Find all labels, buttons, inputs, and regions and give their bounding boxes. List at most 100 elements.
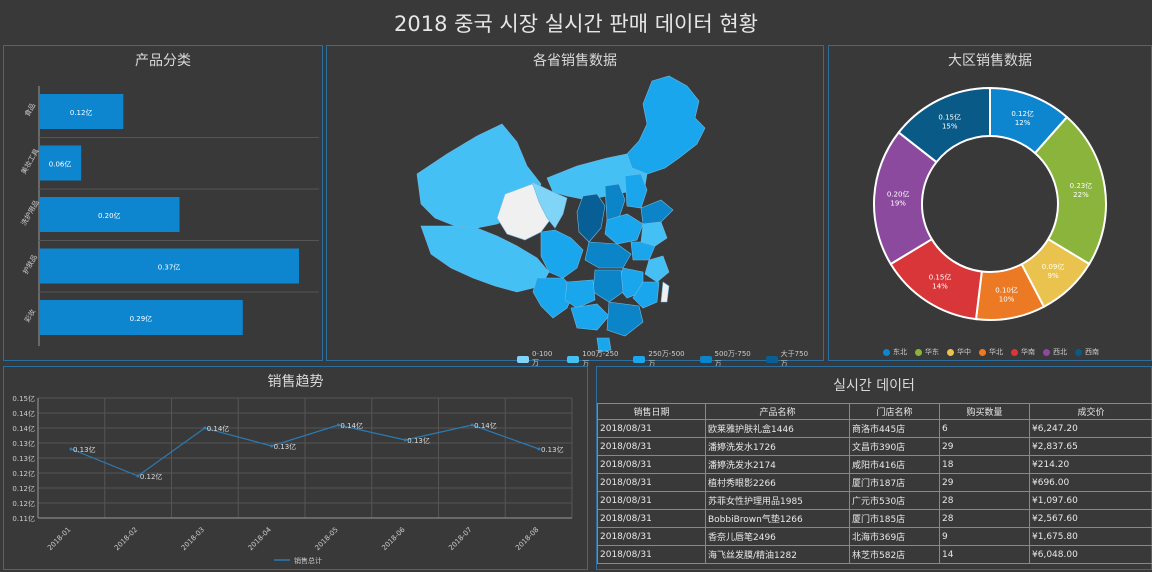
- trend-series-line[interactable]: [70, 424, 540, 477]
- map-region-gansu[interactable]: [531, 181, 568, 229]
- trend-y-tick: 0.14亿: [12, 424, 35, 433]
- donut-slice-percent: 19%: [890, 199, 906, 207]
- trend-x-tick: 2018-01: [46, 526, 72, 552]
- category-bar[interactable]: [39, 197, 180, 232]
- region-legend-dot: [883, 348, 890, 356]
- map-region-hainan[interactable]: [596, 337, 612, 353]
- table-cell: 2018/08/31: [597, 491, 706, 510]
- table-cell: ¥214.20: [1029, 455, 1152, 474]
- trend-point-label: 0.13亿: [274, 442, 297, 451]
- map-legend-label: 大于750万: [780, 350, 809, 368]
- map-region-henan[interactable]: [604, 213, 644, 245]
- map-region-taiwan[interactable]: [660, 281, 670, 303]
- map-region-guangdong[interactable]: [606, 301, 644, 337]
- category-bar-value: 0.12亿: [70, 108, 93, 117]
- region-legend-dot: [947, 348, 954, 356]
- trend-point[interactable]: [203, 426, 207, 430]
- map-legend-swatch: [567, 355, 580, 363]
- category-bar[interactable]: [39, 248, 299, 284]
- region-sales-title: 大区销售数据: [948, 53, 1032, 69]
- region-legend-label: 华南: [1021, 348, 1035, 356]
- map-region-shandong[interactable]: [640, 199, 674, 225]
- map-region-hunan[interactable]: [592, 269, 624, 303]
- col-header-date: 销售日期: [597, 403, 706, 420]
- map-legend-item[interactable]: 100万-250万: [567, 349, 625, 369]
- donut-slice-percent: 22%: [1073, 191, 1089, 199]
- table-row[interactable]: 2018/08/31 海飞丝发膜/精油1282 林芝市582店 14 ¥6,048.00: [597, 545, 1152, 564]
- map-legend-item[interactable]: 250万-500万: [633, 349, 691, 369]
- map-region-shaanxi[interactable]: [576, 193, 606, 243]
- donut-slice-value: 0.12亿: [1011, 109, 1034, 118]
- map-legend-swatch: [633, 355, 646, 363]
- table-cell: 厦门市187店: [849, 473, 940, 492]
- region-legend-item[interactable]: 华南: [1011, 347, 1035, 357]
- table-row[interactable]: 2018/08/31 香奈儿唇笔2496 北海市369店 9 ¥1,675.80: [597, 527, 1152, 546]
- donut-slice-percent: 9%: [1048, 272, 1059, 280]
- donut-slice-percent: 12%: [1015, 119, 1031, 127]
- category-bar[interactable]: [39, 145, 82, 181]
- map-region-shanxi[interactable]: [604, 183, 626, 221]
- map-region-northeast[interactable]: [626, 75, 706, 175]
- table-row[interactable]: 2018/08/31 苏菲女性护理用品1985 广元市530店 28 ¥1,097.60: [597, 491, 1152, 510]
- map-region-hubei[interactable]: [584, 241, 632, 269]
- map-region-yunnan[interactable]: [532, 277, 576, 319]
- table-row[interactable]: 2018/08/31 BobbiBrown气垫1266 厦门市185店 28 ¥2,56…: [597, 509, 1152, 528]
- table-cell: 潘婷洗发水2174: [705, 455, 850, 474]
- region-legend-item[interactable]: 华北: [979, 347, 1003, 357]
- table-cell: 海飞丝发膜/精油1282: [705, 545, 850, 564]
- region-legend: 东北 华东 华中 华北 华南 西北 西南: [883, 347, 1107, 357]
- china-map[interactable]: [327, 46, 825, 362]
- trend-point[interactable]: [403, 438, 407, 442]
- donut-slice-percent: 14%: [932, 282, 948, 290]
- trend-y-tick: 0.12亿: [12, 469, 35, 478]
- sales-trend-title: 销售趋势: [267, 374, 324, 390]
- category-bar[interactable]: [39, 94, 124, 129]
- donut-slice[interactable]: [897, 86, 991, 164]
- map-legend-item[interactable]: 大于750万: [765, 349, 815, 369]
- table-cell: BobbiBrown气垫1266: [705, 509, 850, 528]
- category-bar[interactable]: [39, 300, 243, 335]
- product-category-title: 产品分类: [135, 53, 191, 69]
- map-region-sichuan[interactable]: [540, 229, 584, 279]
- map-region-anhui[interactable]: [630, 241, 656, 261]
- trend-point-label: 0.14亿: [340, 421, 363, 430]
- map-legend-swatch: [517, 355, 529, 363]
- trend-point[interactable]: [470, 423, 474, 427]
- table-cell: 广元市530店: [849, 491, 940, 510]
- table-row[interactable]: 2018/08/31 植村秀眼影2266 厦门市187店 29 ¥696.00: [597, 473, 1152, 492]
- region-legend-item[interactable]: 西南: [1075, 347, 1099, 357]
- table-cell: 植村秀眼影2266: [705, 473, 850, 492]
- trend-point[interactable]: [136, 474, 140, 478]
- table-cell: 北海市369店: [849, 527, 940, 546]
- category-tick-label: 洗护用品: [19, 198, 41, 227]
- table-cell: ¥1,097.60: [1029, 491, 1152, 510]
- table-row[interactable]: 2018/08/31 潘婷洗发水1726 文昌市390店 29 ¥2,837.65: [597, 437, 1152, 456]
- region-legend-item[interactable]: 西北: [1043, 347, 1067, 357]
- trend-point[interactable]: [270, 444, 274, 448]
- trend-point[interactable]: [69, 447, 73, 451]
- region-legend-item[interactable]: 华中: [947, 347, 971, 357]
- map-region-zhejiang[interactable]: [644, 255, 670, 283]
- map-region-guizhou[interactable]: [564, 279, 596, 309]
- trend-point[interactable]: [336, 423, 340, 427]
- table-row[interactable]: 2018/08/31 潘婷洗发水2174 咸阳市416店 18 ¥214.20: [597, 455, 1152, 474]
- map-region-guangxi[interactable]: [570, 303, 610, 331]
- map-legend-item[interactable]: 0-100万: [517, 350, 559, 368]
- table-row[interactable]: 2018/08/31 欧莱雅护肤礼盒1446 商洛市445店 6 ¥6,247.20: [597, 419, 1152, 438]
- region-legend-item[interactable]: 华东: [915, 347, 939, 357]
- map-legend-item[interactable]: 500万-750万: [699, 349, 758, 369]
- province-sales-title: 各省销售数据: [533, 53, 617, 69]
- col-header-product: 产品名称: [705, 403, 850, 420]
- map-legend: 0-100万 100万-250万 250万-500万 500万-750万 大于750万: [517, 349, 823, 369]
- map-region-hebei[interactable]: [624, 173, 648, 209]
- col-header-quantity: 购买数量: [939, 403, 1030, 420]
- map-region-jiangsu[interactable]: [640, 221, 668, 247]
- trend-point[interactable]: [537, 447, 541, 451]
- category-bar-value: 0.37亿: [158, 263, 181, 272]
- table-cell: 2018/08/31: [597, 455, 706, 474]
- table-cell: 28: [939, 491, 1030, 510]
- trend-legend-label[interactable]: 销售总计: [294, 556, 322, 565]
- map-region-fujian[interactable]: [632, 281, 660, 309]
- map-legend-label: 100万-250万: [582, 350, 619, 368]
- region-legend-item[interactable]: 东北: [883, 347, 907, 357]
